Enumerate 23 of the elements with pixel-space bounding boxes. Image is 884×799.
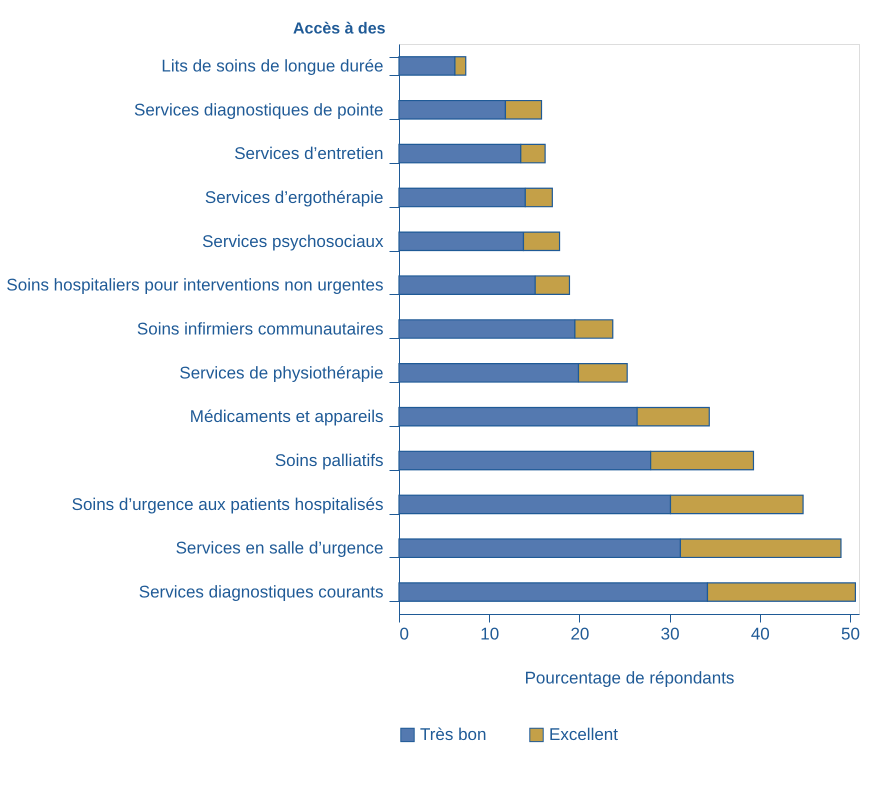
y-tick-label: Services diagnostiques de pointe xyxy=(134,100,384,120)
y-tick-label: Services d’ergothérapie xyxy=(204,188,384,207)
y-tick-label: Médicaments et appareils xyxy=(190,407,384,426)
y-tick-label: Services en salle d’urgence xyxy=(176,538,384,558)
x-tick-label: 40 xyxy=(750,624,770,644)
y-tick-label: Soins infirmiers communautaires xyxy=(136,320,384,338)
y-axis-title: Accès à des xyxy=(292,20,386,38)
x-tick-label: 0 xyxy=(400,624,409,644)
y-tick-label: Soins hospitaliers pour interventions non urgentes xyxy=(6,276,384,295)
legend-label: Excellent xyxy=(549,724,618,744)
legend-label: Très bon xyxy=(420,724,486,744)
y-tick-label: Lits de soins de longue durée xyxy=(161,56,384,76)
y-tick-label: Services diagnostiques courants xyxy=(138,582,384,602)
x-axis-title: Pourcentage de répondants xyxy=(524,668,734,688)
x-tick-label: 10 xyxy=(480,624,500,644)
y-tick-label: Soins palliatifs xyxy=(274,451,384,470)
x-tick-label: 50 xyxy=(841,624,860,644)
y-tick-label: Services psychosociaux xyxy=(202,232,384,251)
x-tick-label: 30 xyxy=(660,624,680,644)
y-tick-label: Soins d’urgence aux patients hospitalisés xyxy=(72,494,384,514)
y-tick-label: Services d’entretien xyxy=(234,144,384,164)
x-tick-label: 20 xyxy=(570,624,590,644)
y-tick-label: Services de physiothérapie xyxy=(179,363,384,382)
